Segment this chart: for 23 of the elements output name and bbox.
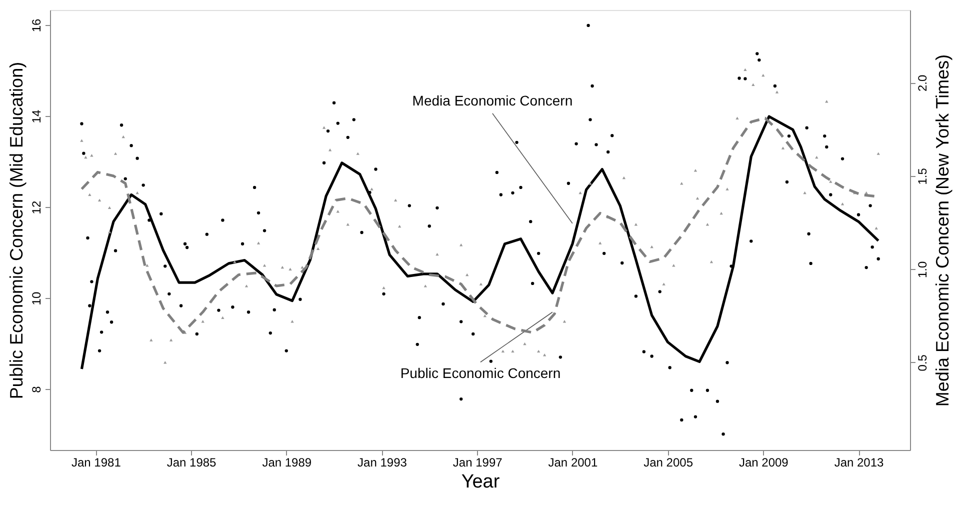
x-tick-label: Jan 2009 [738,456,789,470]
y-tick-label: 10 [30,292,44,306]
x-axis-title: Year [461,472,500,492]
y2-axis-title: Media Economic Concern (New York Times) [932,54,952,407]
y-tick-label: 8 [30,386,44,393]
x-tick-label: Jan 1997 [452,456,503,470]
x-tick-label: Jan 2001 [548,456,598,470]
y2-tick-label: 1.0 [916,260,930,278]
x-tick-label: Jan 2013 [834,456,884,470]
y-tick-label: 14 [30,110,44,124]
y-tick-label: 16 [30,18,44,32]
annotation: Public Economic Concern [400,365,561,382]
x-tick-label: Jan 1989 [262,456,312,470]
x-tick-label: Jan 2005 [644,456,694,470]
x-tick-label: Jan 1981 [71,456,122,470]
y2-tick-label: 2.0 [916,74,930,92]
y-tick-label: 12 [30,200,44,214]
y2-tick-label: 1.5 [916,168,930,185]
y2-tick-label: 0.5 [916,354,930,372]
x-tick-label: Jan 1985 [166,456,217,470]
x-tick-label: Jan 1993 [358,456,408,470]
y-axis-title: Public Economic Concern (Mid Education) [6,62,26,400]
annotation: Media Economic Concern [412,92,573,108]
